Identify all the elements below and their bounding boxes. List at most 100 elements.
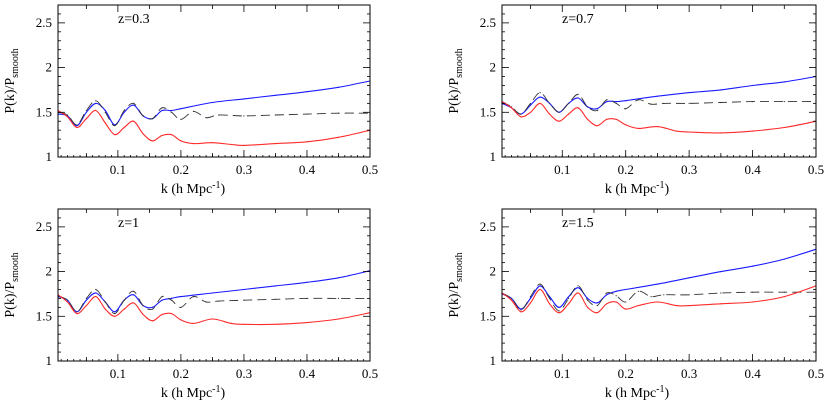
- series-3-point: [720, 132, 722, 134]
- series-line-1: [501, 248, 817, 310]
- series-1-point: [577, 97, 579, 99]
- series-2-point: [558, 111, 560, 113]
- series-1-point: [85, 299, 87, 301]
- series-2-point: [337, 297, 340, 299]
- series-3-point: [752, 301, 754, 303]
- x-axis-label-sup: -1: [212, 384, 220, 395]
- series-2-point: [104, 301, 106, 303]
- x-axis-label: k (h Mpc-1): [605, 180, 670, 197]
- series-2-point: [625, 108, 627, 110]
- series-line-2: [501, 92, 816, 115]
- series-2-point: [243, 115, 245, 117]
- series-3-point: [170, 134, 173, 136]
- series-3-point: [549, 113, 551, 115]
- x-tick-label: 0.2: [173, 162, 189, 177]
- series-3-point: [587, 118, 589, 120]
- series-2-point: [243, 299, 245, 301]
- series-1-point: [539, 285, 541, 287]
- series-2-point: [66, 114, 69, 116]
- series-1-point: [114, 311, 116, 313]
- series-2-point: [783, 291, 785, 293]
- panel-2: 0.1 0.2 0.3 0.4 0.5 1 1.5 2 2.5 z=0.7 k (h Mpc-1) P…: [447, 4, 824, 197]
- series-2-point: [142, 305, 144, 307]
- series-2-point: [114, 125, 116, 127]
- series-3-point: [306, 141, 308, 143]
- series-2-point: [549, 102, 551, 104]
- x-axis-label: k (h Mpc-1): [605, 384, 670, 401]
- series-2-point: [76, 311, 78, 313]
- series-3-point: [596, 125, 598, 127]
- x-tick-label: 0.3: [681, 162, 697, 177]
- series-1-point: [529, 297, 532, 299]
- series-2-point: [510, 297, 513, 299]
- series-2-point: [66, 299, 69, 301]
- x-tick-label: 0.4: [744, 162, 761, 177]
- x-axis-label: k (h Mpc-1): [161, 384, 226, 401]
- series-1-point: [752, 265, 754, 267]
- series-2-point: [95, 288, 97, 291]
- y-axis-label: P(k)/Psmooth: [3, 252, 21, 317]
- series-3-point: [637, 127, 640, 129]
- x-axis-label-tail: ): [665, 386, 670, 401]
- panel-1: 0.1 0.2 0.3 0.4 0.5 1 1.5 2 2.5 z=0.3 k (h Mpc-1) P…: [3, 4, 378, 197]
- series-3-point: [539, 288, 541, 291]
- x-tick-label: 0.5: [362, 366, 378, 381]
- series-3-point: [510, 107, 513, 109]
- plot-frame: [501, 208, 817, 362]
- series-1-point: [211, 292, 213, 294]
- series-1-point: [587, 297, 589, 299]
- series-1-point: [625, 100, 627, 102]
- series-3-point: [211, 142, 213, 144]
- series-3-point: [337, 318, 340, 320]
- series-2-point: [568, 297, 570, 299]
- series-2-point: [663, 102, 665, 104]
- series-3-point: [104, 122, 106, 124]
- series-2-point: [637, 290, 640, 292]
- series-2-point: [606, 292, 608, 294]
- series-line-3: [57, 109, 371, 146]
- series-2-point: [783, 101, 785, 103]
- series-2-point: [625, 301, 627, 303]
- series-1-point: [656, 283, 659, 285]
- series-2-point: [337, 112, 340, 114]
- series-3-point: [783, 296, 785, 298]
- y-axis-label-main: P(k)/P: [3, 78, 18, 114]
- series-1-point: [95, 292, 97, 294]
- y-tick-label: 1: [46, 149, 53, 164]
- series-2-point: [274, 298, 277, 300]
- series-3-point: [625, 124, 627, 126]
- y-axis-label-sub: smooth: [454, 48, 465, 77]
- series-1-point: [337, 86, 340, 88]
- series-3-point: [243, 323, 245, 325]
- series-1-point: [688, 92, 690, 94]
- plot-frame: [501, 4, 817, 158]
- x-tick-label: 0.2: [618, 162, 634, 177]
- series-1-point: [161, 299, 163, 301]
- series-2-point: [161, 296, 163, 298]
- series-3-point: [637, 305, 640, 307]
- series-2-point: [650, 103, 652, 105]
- series-3-point: [625, 308, 627, 310]
- series-3-point: [123, 126, 125, 129]
- series-3-point: [596, 312, 598, 314]
- series-3-point: [656, 301, 659, 303]
- x-tick-label: 0.2: [173, 366, 189, 381]
- plot-frame: [57, 4, 371, 158]
- series-2-point: [205, 117, 207, 119]
- series-3-point: [606, 303, 608, 305]
- x-axis-label: k (h Mpc-1): [161, 180, 226, 197]
- series-1-point: [274, 285, 277, 287]
- series-2-point: [549, 297, 551, 299]
- series-2-point: [133, 102, 135, 104]
- y-tick-label: 1.5: [480, 104, 496, 119]
- series-3-point: [133, 302, 135, 304]
- series-2-point: [558, 310, 560, 312]
- series-2-point: [180, 306, 182, 308]
- series-2-point: [95, 100, 97, 102]
- y-tick-label: 2: [490, 60, 497, 75]
- series-1-point: [615, 290, 617, 292]
- series-2-point: [151, 118, 154, 120]
- y-tick-label: 2: [46, 60, 53, 75]
- series-3-point: [656, 126, 659, 128]
